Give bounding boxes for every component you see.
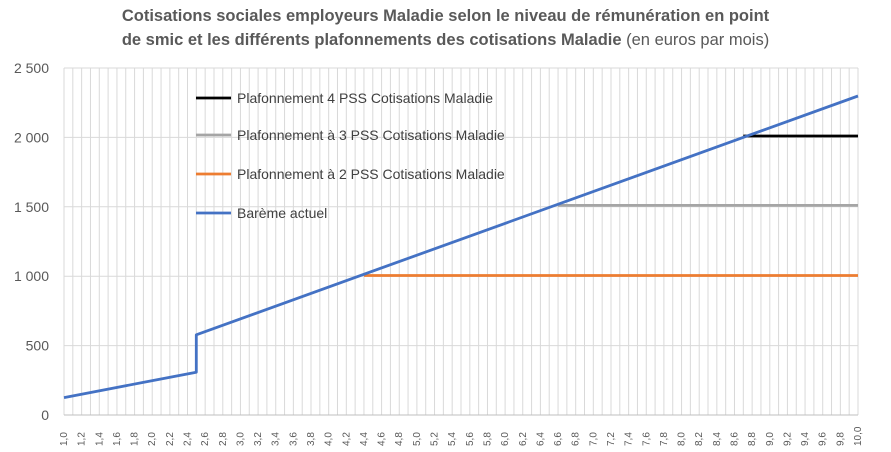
x-tick-label: 6,0 [500,432,511,446]
x-tick-label: 6,4 [535,432,546,446]
x-tick-label: 8,0 [677,432,688,446]
x-tick-label: 6,2 [518,432,529,446]
legend-label: Plafonnement à 3 PSS Cotisations Maladie [237,127,505,143]
x-tick-label: 8,8 [747,432,758,446]
x-tick-label: 2,4 [183,432,194,446]
x-tick-label: 3,4 [271,432,282,446]
x-tick-label: 4,0 [324,432,335,446]
y-tick-label: 2 500 [14,60,49,76]
x-tick-label: 4,6 [377,432,388,446]
y-axis-ticks: 0 500 1 000 1 500 2 000 2 500 [14,60,49,423]
x-tick-label: 7,2 [606,432,617,446]
x-tick-label: 1,6 [112,432,123,446]
x-tick-label: 7,4 [624,432,635,446]
x-tick-label: 4,4 [359,432,370,446]
series-lines [63,94,859,399]
series-line [63,94,859,399]
x-tick-label: 2,2 [165,432,176,446]
x-tick-label: 8,6 [729,432,740,446]
chart-title-line1: Cotisations sociales employeurs Maladie … [121,7,770,25]
chart-title-line2: de smic et les différents plafonnements … [121,31,622,49]
legend-label: Barème actuel [237,205,327,221]
gridlines [63,67,859,416]
y-tick-label: 500 [26,338,50,354]
x-tick-label: 6,8 [571,432,582,446]
x-axis-ticks: 1,0 1,2 1,4 1,6 1,8 2,0 2,2 2,4 2,6 2,8 3,0 3,2 3,4 3… [59,426,864,446]
x-tick-label: 8,2 [694,432,705,446]
chart-title-unit: (en euros par mois) [621,31,770,49]
chart-title: Cotisations sociales employeurs Maladie … [0,4,891,52]
y-tick-label: 2 000 [14,129,49,145]
y-tick-label: 1 500 [14,199,49,215]
x-tick-label: 9,6 [818,432,829,446]
x-tick-label: 2,8 [218,432,229,446]
x-tick-label: 5,4 [447,432,458,446]
x-tick-label: 9,0 [765,432,776,446]
x-tick-label: 3,6 [288,432,299,446]
x-tick-label: 5,0 [412,432,423,446]
x-tick-label: 4,8 [394,432,405,446]
x-tick-label: 9,8 [835,432,846,446]
x-tick-label: 3,8 [306,432,317,446]
y-tick-label: 1 000 [14,268,49,284]
x-tick-label: 1,2 [77,432,88,446]
x-tick-label: 3,2 [253,432,264,446]
x-tick-label: 9,4 [800,432,811,446]
x-tick-label: 8,4 [712,432,723,446]
x-tick-label: 2,6 [200,432,211,446]
x-tick-label: 1,4 [94,432,105,446]
x-tick-label: 5,2 [430,432,441,446]
legend-label: Plafonnement à 2 PSS Cotisations Maladie [237,166,505,182]
x-tick-label: 2,0 [147,432,158,446]
x-tick-label: 4,2 [341,432,352,446]
x-tick-label: 10,0 [853,426,864,446]
x-tick-label: 6,6 [553,432,564,446]
x-tick-label: 7,0 [588,432,599,446]
x-tick-label: 7,6 [641,432,652,446]
x-tick-label: 1,0 [59,432,70,446]
legend-label: Plafonnement 4 PSS Cotisations Maladie [237,90,493,106]
x-tick-label: 7,8 [659,432,670,446]
y-tick-label: 0 [41,407,49,423]
legend: Plafonnement 4 PSS Cotisations Maladie Pl… [196,90,505,221]
x-tick-label: 5,8 [482,432,493,446]
x-tick-label: 3,0 [235,432,246,446]
x-tick-label: 5,6 [465,432,476,446]
x-tick-label: 9,2 [782,432,793,446]
x-tick-label: 1,8 [130,432,141,446]
